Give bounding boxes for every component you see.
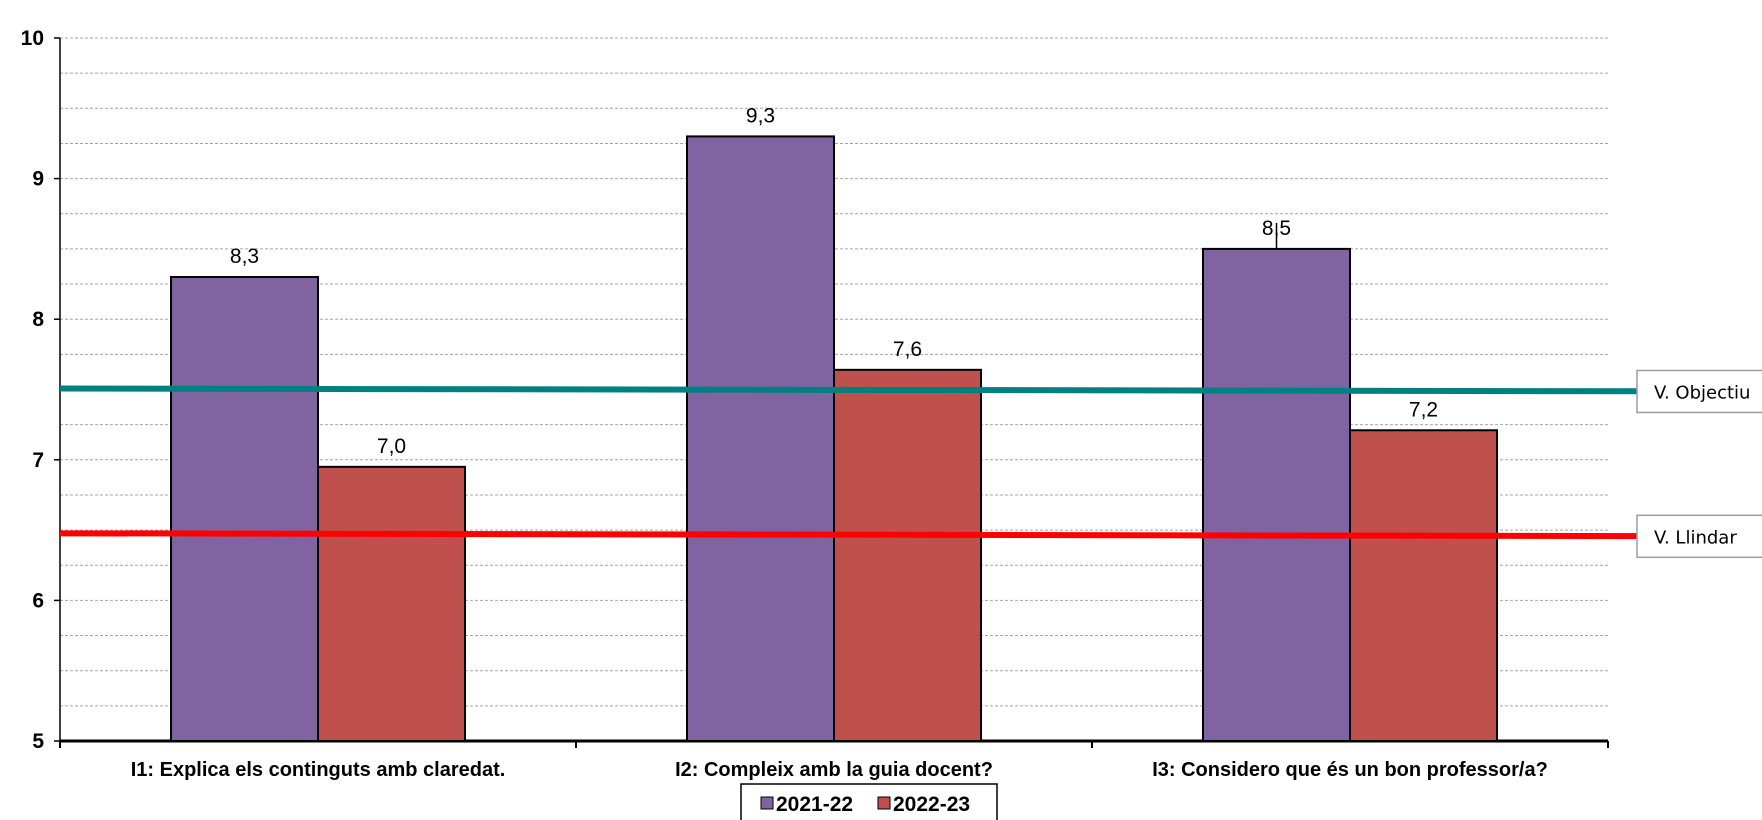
legend-label: 2022-23 — [893, 793, 970, 816]
reference-label-box — [1636, 514, 1762, 559]
bar-2021-22-3 — [1202, 247, 1351, 742]
reference-label: V. Llindar — [1654, 527, 1737, 548]
category-label: I3: Considero que és un bon professor/a? — [1152, 759, 1548, 781]
bar-2022-23-3 — [1349, 429, 1498, 742]
legend-swatch — [760, 796, 774, 810]
bar-2022-23-2 — [833, 368, 982, 742]
y-tick-label: 8 — [32, 308, 44, 331]
data-label: 7,2 — [1409, 398, 1438, 421]
data-label: 7,0 — [377, 435, 406, 458]
y-tick-label: 5 — [32, 730, 44, 753]
data-label: 8,3 — [230, 245, 259, 268]
data-labels: 8,37,09,37,68,57,2 — [230, 104, 1438, 457]
reference-line — [59, 530, 1762, 540]
y-tick-label: 10 — [21, 27, 44, 50]
category-label: I1: Explica els continguts amb claredat. — [131, 759, 506, 781]
reference-label: V. Objectiu — [1654, 383, 1750, 404]
category-label: I2: Compleix amb la guia docent? — [675, 759, 993, 781]
bar-2022-23-1 — [317, 465, 466, 742]
y-tick-label: 9 — [32, 168, 44, 191]
bars — [170, 135, 1498, 743]
legend-label: 2021-22 — [776, 793, 853, 816]
reference-label-box — [1636, 369, 1762, 414]
category-labels: I1: Explica els continguts amb claredat.… — [131, 759, 1548, 781]
y-tick-label: 6 — [32, 589, 44, 612]
bar-2021-22-1 — [170, 276, 319, 742]
legend: 2021-22 2022-23 — [740, 783, 998, 820]
y-tick-label: 7 — [32, 449, 44, 472]
reference-lines: V. Objectiu V. Llindar — [59, 369, 1762, 559]
data-label: 9,3 — [746, 104, 775, 127]
reference-line — [59, 385, 1762, 395]
data-label: 7,6 — [893, 338, 922, 361]
legend-box — [740, 783, 998, 820]
legend-swatch — [877, 796, 891, 810]
bar-2021-22-2 — [686, 135, 835, 743]
